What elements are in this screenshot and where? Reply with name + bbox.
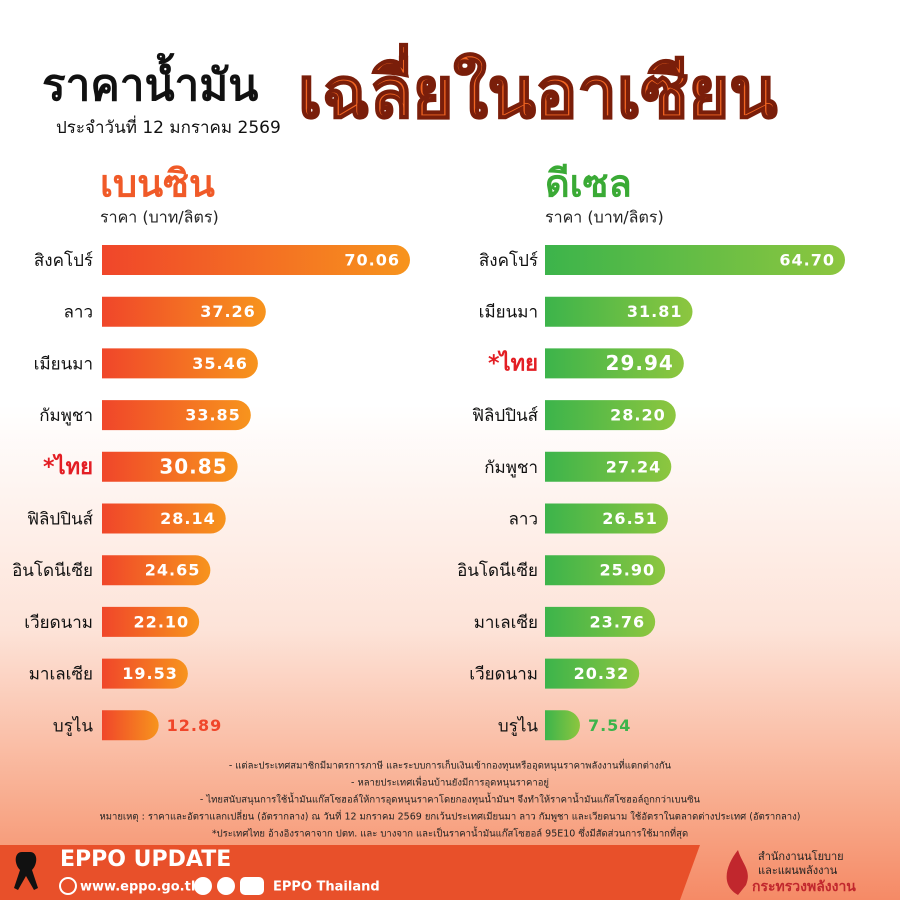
website: www.eppo.go.th [80,880,200,895]
bar [545,296,693,327]
bar [545,451,672,482]
category-label: เมียนมา [479,303,538,323]
value-label: 64.70 [779,251,835,270]
category-label: บรูไน [53,715,93,736]
category-label: ลาว [63,303,93,323]
brand: EPPO UPDATE [60,847,231,872]
category-label: กัมพูชา [484,458,538,478]
chart-title: เบนซิน [100,162,215,206]
footer-band [0,845,700,900]
chart-subtitle: ราคา (บาท/ลิตร) [545,208,664,227]
value-label: 12.89 [167,716,223,735]
category-label: ลาว [508,510,538,530]
ministry: กระทรวงพลังงาน [752,879,856,895]
bar [545,710,580,741]
value-label: 7.54 [588,716,631,735]
category-label: มาเลเซีย [29,665,93,685]
value-label: 22.10 [134,612,190,631]
category-label: สิงคโปร์ [34,250,93,271]
category-label: เมียนมา [34,354,93,374]
value-label: 19.53 [122,664,178,683]
category-label: มาเลเซีย [474,613,538,633]
category-label: สิงคโปร์ [479,250,538,271]
category-label: อินโดนีเซีย [457,560,538,581]
category-label: เวียดนาม [469,665,538,685]
date: ประจำวันที่ 12 มกราคม 2569 [56,115,281,138]
value-label: 37.26 [200,302,256,321]
notes: - แต่ละประเทศสมาชิกมีมาตรการภาษี และระบบ… [100,759,801,840]
value-label: 26.51 [602,509,658,528]
bar [545,658,640,689]
value-label: 20.32 [574,664,630,683]
chart-title: ดีเซล [545,162,632,206]
category-label: ฟิลิปปินส์ [472,406,539,426]
note: หมายเหตุ : ราคาและอัตราแลกเปลี่ยน (อัตรา… [100,810,801,823]
globe-icon [59,877,77,895]
bar [102,348,258,379]
bar [545,400,676,431]
twitter-icon [217,877,235,895]
category-label: ฟิลิปปินส์ [27,510,94,530]
note: - แต่ละประเทศสมาชิกมีมาตรการภาษี และระบบ… [229,759,672,772]
bar [545,606,656,637]
org-line1: สำนักงานนโยบาย [758,849,844,863]
org-logo [726,850,748,895]
value-label: 30.85 [159,454,227,478]
category-label: อินโดนีเซีย [12,560,93,581]
value-label: 28.14 [160,509,216,528]
value-label: 27.24 [606,457,662,476]
bar [102,606,200,637]
chart-subtitle: ราคา (บาท/ลิตร) [100,208,219,227]
bar [545,503,668,534]
category-label: บรูไน [498,715,538,736]
value-label: 33.85 [185,406,241,425]
value-label: 31.81 [627,302,683,321]
note: *ประเทศไทย อ้างอิงราคาจาก ปตท. และ บางจา… [212,827,688,840]
bar [101,658,188,689]
bar [102,296,266,327]
title-part2: เฉลี่ยในอาเซียน [298,43,777,134]
bar [102,451,238,482]
value-label: 35.46 [192,354,248,373]
value-label: 24.65 [145,561,201,580]
ribbon [14,852,38,890]
social: EPPO Thailand [273,880,380,895]
value-label: 28.20 [610,406,666,425]
title-part1: ราคาน้ำมัน [42,52,258,111]
bar [545,555,666,586]
value-label: 29.94 [606,351,674,375]
bar [102,503,226,534]
category-label: กัมพูชา [39,406,93,426]
category-label: *ไทย [43,453,93,480]
category-label: เวียดนาม [24,613,93,633]
facebook-icon [194,877,212,895]
bar [102,245,410,275]
value-label: 70.06 [344,251,400,270]
value-label: 23.76 [590,612,646,631]
bar [102,400,251,431]
org-line2: และแผนพลังงาน [758,864,838,877]
category-label: *ไทย [488,349,538,376]
bar [102,555,211,586]
bar [545,245,845,275]
value-label: 25.90 [599,561,655,580]
bar [545,348,684,379]
note: - ไทยสนับสนุนการใช้น้ำมันแก๊สโซฮอล์ให้กา… [200,793,701,806]
bar [101,710,159,741]
note: - หลายประเทศเพื่อนบ้านยังมีการอุดหนุนราค… [351,776,549,789]
youtube-icon [240,877,264,895]
